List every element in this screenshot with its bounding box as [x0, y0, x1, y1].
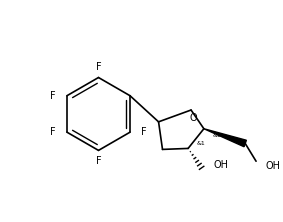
Text: F: F	[141, 127, 147, 137]
Text: F: F	[96, 156, 101, 166]
Text: F: F	[50, 91, 56, 101]
Polygon shape	[204, 129, 246, 147]
Text: O: O	[189, 113, 197, 123]
Text: F: F	[50, 127, 56, 137]
Text: &1: &1	[197, 141, 206, 146]
Text: F: F	[96, 62, 101, 72]
Text: OH: OH	[214, 160, 229, 170]
Text: &1: &1	[213, 133, 222, 138]
Text: OH: OH	[266, 161, 281, 171]
